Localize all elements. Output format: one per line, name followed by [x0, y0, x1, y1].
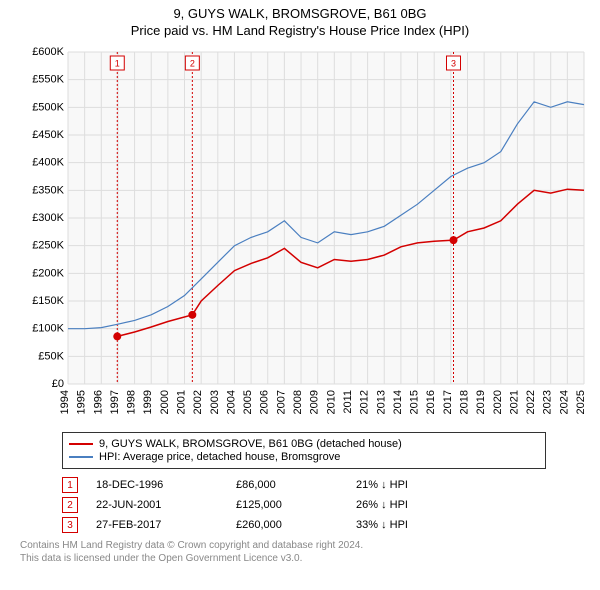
svg-text:2020: 2020 — [492, 390, 504, 414]
line-chart-svg: £0 £50K £100K £150K £200K £250K £300K £350K £400… — [30, 46, 590, 426]
sales-table: 1 18-DEC-1996 £86,000 21% ↓ HPI 2 22-JUN… — [62, 477, 600, 533]
chart-title-address: 9, GUYS WALK, BROMSGROVE, B61 0BG — [0, 0, 600, 21]
svg-text:£500K: £500K — [32, 101, 64, 113]
svg-text:2008: 2008 — [292, 390, 304, 414]
svg-text:2: 2 — [190, 58, 195, 68]
sale-date: 27-FEB-2017 — [96, 519, 236, 531]
sale-marker: 3 — [62, 517, 78, 533]
svg-text:2016: 2016 — [425, 390, 437, 414]
chart-area: £0 £50K £100K £150K £200K £250K £300K £350K £400… — [30, 46, 590, 426]
svg-text:£50K: £50K — [38, 350, 64, 362]
svg-text:£250K: £250K — [32, 240, 64, 252]
sale-row: 3 27-FEB-2017 £260,000 33% ↓ HPI — [62, 517, 600, 533]
svg-text:2015: 2015 — [409, 390, 421, 414]
sale-diff: 21% ↓ HPI — [356, 479, 456, 491]
sale-row: 2 22-JUN-2001 £125,000 26% ↓ HPI — [62, 497, 600, 513]
footer: Contains HM Land Registry data © Crown c… — [20, 539, 600, 565]
svg-text:£0: £0 — [52, 378, 64, 390]
svg-text:1994: 1994 — [59, 390, 71, 414]
svg-text:1999: 1999 — [142, 390, 154, 414]
sale-row: 1 18-DEC-1996 £86,000 21% ↓ HPI — [62, 477, 600, 493]
sale-diff: 26% ↓ HPI — [356, 499, 456, 511]
svg-text:2001: 2001 — [176, 390, 188, 414]
legend: 9, GUYS WALK, BROMSGROVE, B61 0BG (detac… — [62, 432, 546, 469]
svg-text:2003: 2003 — [209, 390, 221, 414]
svg-text:2010: 2010 — [325, 390, 337, 414]
svg-text:2019: 2019 — [475, 390, 487, 414]
legend-item: HPI: Average price, detached house, Brom… — [69, 451, 539, 463]
sale-price: £125,000 — [236, 499, 356, 511]
sale-marker-number: 2 — [67, 500, 73, 511]
legend-label: 9, GUYS WALK, BROMSGROVE, B61 0BG (detac… — [99, 438, 402, 450]
svg-text:£450K: £450K — [32, 129, 64, 141]
chart-container: 9, GUYS WALK, BROMSGROVE, B61 0BG Price … — [0, 0, 600, 590]
svg-text:2018: 2018 — [458, 390, 470, 414]
legend-swatch — [69, 456, 93, 458]
svg-text:2021: 2021 — [508, 390, 520, 414]
svg-text:1995: 1995 — [76, 390, 88, 414]
sale-diff: 33% ↓ HPI — [356, 519, 456, 531]
sale-marker: 1 — [62, 477, 78, 493]
svg-text:2000: 2000 — [159, 390, 171, 414]
svg-text:2025: 2025 — [575, 390, 587, 414]
svg-text:3: 3 — [451, 58, 456, 68]
sale-date: 18-DEC-1996 — [96, 479, 236, 491]
sale-date: 22-JUN-2001 — [96, 499, 236, 511]
svg-text:2017: 2017 — [442, 390, 454, 414]
legend-item: 9, GUYS WALK, BROMSGROVE, B61 0BG (detac… — [69, 438, 539, 450]
sale-marker-number: 1 — [67, 480, 73, 491]
svg-text:£550K: £550K — [32, 74, 64, 86]
footer-copyright: Contains HM Land Registry data © Crown c… — [20, 539, 600, 552]
svg-text:1: 1 — [115, 58, 120, 68]
footer-licence: This data is licensed under the Open Gov… — [20, 552, 600, 565]
svg-text:2022: 2022 — [525, 390, 537, 414]
svg-text:2004: 2004 — [225, 390, 237, 414]
svg-text:2014: 2014 — [392, 390, 404, 414]
svg-text:2006: 2006 — [259, 390, 271, 414]
svg-text:2009: 2009 — [309, 390, 321, 414]
svg-text:£100K: £100K — [32, 323, 64, 335]
svg-text:2007: 2007 — [275, 390, 287, 414]
svg-text:2005: 2005 — [242, 390, 254, 414]
svg-text:2023: 2023 — [542, 390, 554, 414]
legend-label: HPI: Average price, detached house, Brom… — [99, 451, 340, 463]
svg-text:2012: 2012 — [359, 390, 371, 414]
svg-text:£200K: £200K — [32, 267, 64, 279]
svg-text:£600K: £600K — [32, 46, 64, 58]
legend-swatch — [69, 443, 93, 445]
svg-text:2013: 2013 — [375, 390, 387, 414]
svg-text:2011: 2011 — [342, 390, 354, 414]
svg-text:£350K: £350K — [32, 184, 64, 196]
svg-text:£150K: £150K — [32, 295, 64, 307]
svg-text:1996: 1996 — [92, 390, 104, 414]
svg-text:£400K: £400K — [32, 157, 64, 169]
sale-price: £86,000 — [236, 479, 356, 491]
svg-text:1997: 1997 — [109, 390, 121, 414]
chart-subtitle: Price paid vs. HM Land Registry's House … — [0, 21, 600, 38]
svg-text:2024: 2024 — [558, 390, 570, 414]
svg-text:2002: 2002 — [192, 390, 204, 414]
sale-price: £260,000 — [236, 519, 356, 531]
sale-marker: 2 — [62, 497, 78, 513]
sale-marker-number: 3 — [67, 520, 73, 531]
svg-text:1998: 1998 — [126, 390, 138, 414]
svg-text:£300K: £300K — [32, 212, 64, 224]
